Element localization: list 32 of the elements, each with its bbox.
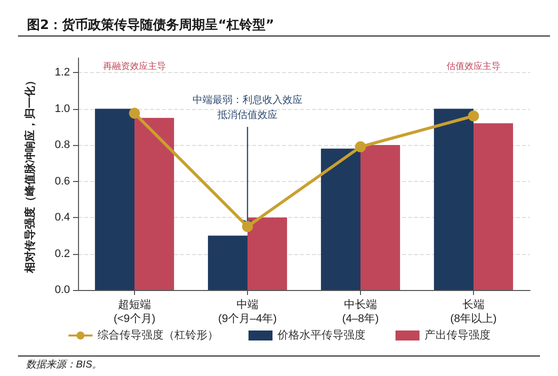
y-tick-label: 1.2 — [54, 66, 70, 78]
point — [468, 110, 479, 122]
x-tick-label: 超短端 (<9个月) — [114, 298, 156, 325]
y-tick-label: 0.0 — [54, 284, 70, 296]
annotation: 中端最弱：利息收入效应抵消估值效应 — [192, 94, 302, 121]
bar — [248, 218, 288, 290]
annotation: 估值效应主导 — [446, 61, 500, 71]
bar — [320, 148, 360, 290]
y-tick-label: 0.4 — [54, 212, 70, 224]
y-tick-label: 0.2 — [54, 248, 70, 260]
bar — [94, 108, 134, 290]
bar — [208, 236, 248, 290]
y-tick-label: 0.6 — [54, 175, 70, 188]
bar — [474, 123, 514, 290]
bar — [134, 118, 174, 290]
legend-label: 综合传导强度（杠铃形） — [98, 328, 218, 342]
y-axis-title: 相对传导强度（峰值脉冲响应，归一化） — [24, 75, 36, 274]
bar — [434, 108, 474, 290]
legend-label: 价格水平传导强度 — [276, 328, 366, 342]
chart-title: 图2：货币政策传导随债务周期呈“杠铃型” — [27, 17, 274, 33]
point — [129, 108, 140, 119]
legend-label: 产出传导强度 — [424, 328, 490, 342]
annotation: 再融资效应主导 — [103, 61, 166, 71]
x-tick-label: 中长端 (4–8年) — [342, 298, 379, 325]
point — [242, 221, 253, 232]
y-tick-label: 0.8 — [54, 139, 70, 151]
x-tick-label: 长端 (8年以上) — [450, 298, 497, 325]
x-tick-label: 中端 (9个月–4年) — [218, 298, 277, 325]
y-tick-label: 1.0 — [54, 102, 70, 115]
point — [355, 141, 366, 152]
bar — [360, 145, 400, 290]
source-note: 数据来源：BIS。 — [26, 358, 102, 370]
